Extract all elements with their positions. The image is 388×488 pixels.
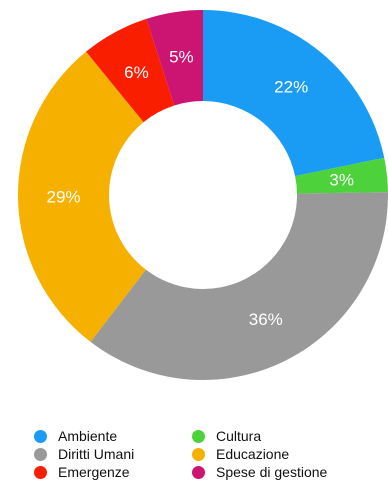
legend-swatch-cultura <box>192 429 205 443</box>
legend-item-diritti-umani: Diritti Umani <box>34 445 192 463</box>
legend-label-emergenze: Emergenze <box>58 464 130 480</box>
legend-swatch-spese-di-gestione <box>192 465 205 479</box>
legend-label-diritti-umani: Diritti Umani <box>58 446 135 462</box>
legend-swatch-ambiente <box>34 429 47 443</box>
slice-label-cultura: 3% <box>329 170 354 189</box>
slice-label-ambiente: 22% <box>274 77 308 96</box>
legend-label-educazione: Educazione <box>216 446 290 462</box>
slice-emergenze <box>86 18 175 123</box>
legend-label-ambiente: Ambiente <box>58 428 118 444</box>
slice-diritti-umani <box>90 192 388 380</box>
legend-label-spese-di-gestione: Spese di gestione <box>216 464 328 480</box>
legend-item-ambiente: Ambiente <box>34 427 192 445</box>
legend-item-cultura: Cultura <box>192 427 367 445</box>
legend-item-spese-di-gestione: Spese di gestione <box>192 463 367 481</box>
legend-item-emergenze: Emergenze <box>34 463 192 481</box>
chart-legend: Ambiente Cultura Diritti Umani Educazione Em… <box>34 427 374 481</box>
legend-item-educazione: Educazione <box>192 445 367 463</box>
donut-chart: 22% 3% 36% 29% 6% 5% <box>17 10 388 380</box>
slice-educazione <box>17 51 146 342</box>
slice-spese-di-gestione <box>146 10 203 106</box>
slice-label-educazione: 29% <box>47 188 81 207</box>
slice-ambiente <box>203 10 385 177</box>
legend-swatch-emergenze <box>34 465 47 479</box>
legend-swatch-diritti-umani <box>34 447 47 461</box>
legend-swatch-educazione <box>192 447 205 461</box>
slice-label-emergenze: 6% <box>124 63 149 82</box>
legend-label-cultura: Cultura <box>216 428 262 444</box>
slice-cultura <box>295 157 388 194</box>
slice-label-spese-di-gestione: 5% <box>169 48 194 67</box>
slice-label-diritti-umani: 36% <box>249 310 283 329</box>
donut-chart-svg: 22% 3% 36% 29% 6% 5% <box>17 10 388 380</box>
